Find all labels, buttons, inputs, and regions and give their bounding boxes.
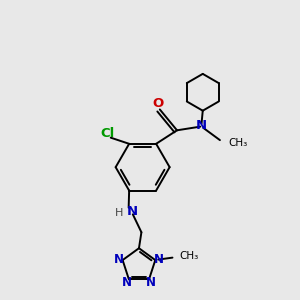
Text: N: N [146, 276, 156, 289]
Text: H: H [115, 208, 124, 218]
Text: N: N [114, 253, 124, 266]
Text: N: N [127, 205, 138, 218]
Text: O: O [152, 97, 164, 110]
Text: Cl: Cl [100, 128, 114, 140]
Text: CH₃: CH₃ [229, 138, 248, 148]
Text: N: N [196, 119, 207, 132]
Text: N: N [154, 253, 164, 266]
Text: CH₃: CH₃ [180, 251, 199, 261]
Text: N: N [122, 276, 132, 289]
